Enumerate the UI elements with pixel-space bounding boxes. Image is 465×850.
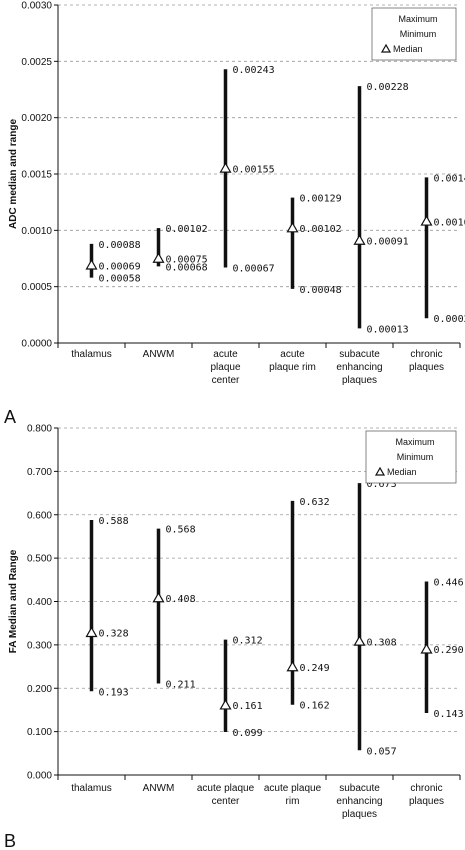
category-label: ANWM (143, 349, 175, 360)
y-tick-label: 0.600 (27, 510, 52, 521)
category-label: thalamus (71, 783, 112, 794)
legend-entry-minimum: Minimum (397, 452, 434, 462)
max-label: 0.673 (367, 479, 397, 490)
min-label: 0.143 (434, 709, 464, 720)
category-label: ANWM (143, 783, 175, 794)
median-label: 0.328 (99, 629, 129, 640)
y-tick-label: 0.000 (27, 771, 52, 782)
legend-median-symbol (374, 466, 386, 476)
y-tick-label: 0.700 (27, 467, 52, 478)
min-label: 0.193 (99, 687, 129, 698)
min-label: 0.00058 (99, 274, 141, 285)
median-marker (286, 660, 299, 672)
median-label: 0.00091 (367, 236, 409, 247)
min-label: 0.057 (367, 746, 397, 757)
category-label: chronic plaques (409, 349, 444, 373)
legend-entry-minimum: Minimum (400, 29, 437, 39)
category-label: subacute enhancing plaques (336, 349, 382, 386)
category-label: chronic plaques (409, 783, 444, 807)
min-label: 0.00068 (166, 262, 208, 273)
y-tick-label: 0.0005 (21, 282, 52, 293)
legend-entry-maximum: Maximum (395, 437, 434, 447)
category-label: thalamus (71, 349, 112, 360)
y-tick-label: 0.100 (27, 727, 52, 738)
y-tick-label: 0.200 (27, 684, 52, 695)
max-label: 0.00243 (233, 65, 275, 76)
min-label: 0.00067 (233, 264, 275, 275)
category-label: acute plaque rim (264, 783, 322, 807)
category-label: acute plaque rim (269, 349, 316, 373)
legend-entry-median: Median (393, 44, 423, 54)
max-label: 0.632 (300, 497, 330, 508)
panel-label: B (4, 831, 16, 850)
median-label: 0.161 (233, 701, 263, 712)
y-tick-label: 0.0030 (21, 1, 52, 12)
median-marker (152, 591, 165, 603)
median-marker (85, 259, 98, 270)
legend-entry-median: Median (387, 467, 417, 477)
min-label: 0.211 (166, 679, 196, 690)
max-label: 0.568 (166, 525, 196, 536)
chart-panel-B: 0.000 0.100 0.200 0.300 0.400 0.500 0.600 0.700… (4, 424, 464, 850)
category-label: acute plaque center (210, 349, 240, 386)
min-label: 0.162 (300, 701, 330, 712)
median-marker (85, 626, 98, 638)
y-tick-label: 0.0020 (21, 113, 52, 124)
max-label: 0.00088 (99, 240, 141, 251)
median-label: 0.408 (166, 594, 196, 605)
median-marker (219, 162, 232, 173)
median-marker (286, 221, 299, 233)
min-label: 0.099 (233, 728, 263, 739)
median-marker (152, 252, 165, 263)
min-label: 0.00048 (300, 285, 342, 296)
median-marker (353, 234, 366, 245)
median-label: 0.290 (434, 645, 464, 656)
median-label: 0.00108 (434, 217, 465, 228)
y-tick-label: 0.0025 (21, 57, 52, 68)
max-label: 0.00228 (367, 82, 409, 93)
max-label: 0.00102 (166, 224, 208, 235)
min-label: 0.00013 (367, 324, 409, 335)
y-tick-label: 0.800 (27, 424, 52, 435)
median-marker (420, 643, 433, 654)
y-tick-label: 0.0015 (21, 170, 52, 181)
max-label: 0.312 (233, 636, 263, 647)
median-marker (219, 698, 232, 710)
panel-label: A (4, 407, 16, 427)
min-label: 0.00022 (434, 314, 465, 325)
median-label: 0.00102 (300, 224, 342, 235)
median-label: 0.249 (300, 663, 330, 674)
max-label: 0.446 (434, 578, 464, 589)
median-label: 0.00069 (99, 261, 141, 272)
legend: Maximum Minimum Median (365, 430, 457, 484)
max-label: 0.00129 (300, 194, 342, 205)
y-tick-label: 0.300 (27, 640, 52, 651)
legend-entry-maximum: Maximum (398, 14, 437, 24)
chart-panel-A: 0.0000 0.0005 0.0010 0.0015 0.0020 0.0025 0.00… (4, 1, 465, 428)
y-axis-label: FA Median and Range (8, 549, 19, 653)
median-label: 0.00075 (166, 255, 208, 266)
median-marker (420, 215, 433, 226)
category-label: acute plaque center (197, 783, 255, 807)
max-label: 0.588 (99, 516, 129, 527)
y-tick-label: 0.0010 (21, 226, 52, 237)
median-label: 0.00155 (233, 164, 275, 175)
category-label: subacute enhancing plaques (336, 783, 382, 820)
median-label: 0.308 (367, 637, 397, 648)
median-marker (353, 635, 366, 646)
y-tick-label: 0.500 (27, 554, 52, 565)
y-axis-label: ADC median and range (8, 119, 19, 229)
y-tick-label: 0.400 (27, 597, 52, 608)
legend: Maximum Minimum Median (371, 7, 457, 61)
max-label: 0.00147 (434, 173, 465, 184)
legend-median-symbol (380, 43, 392, 53)
y-tick-label: 0.0000 (21, 339, 52, 350)
